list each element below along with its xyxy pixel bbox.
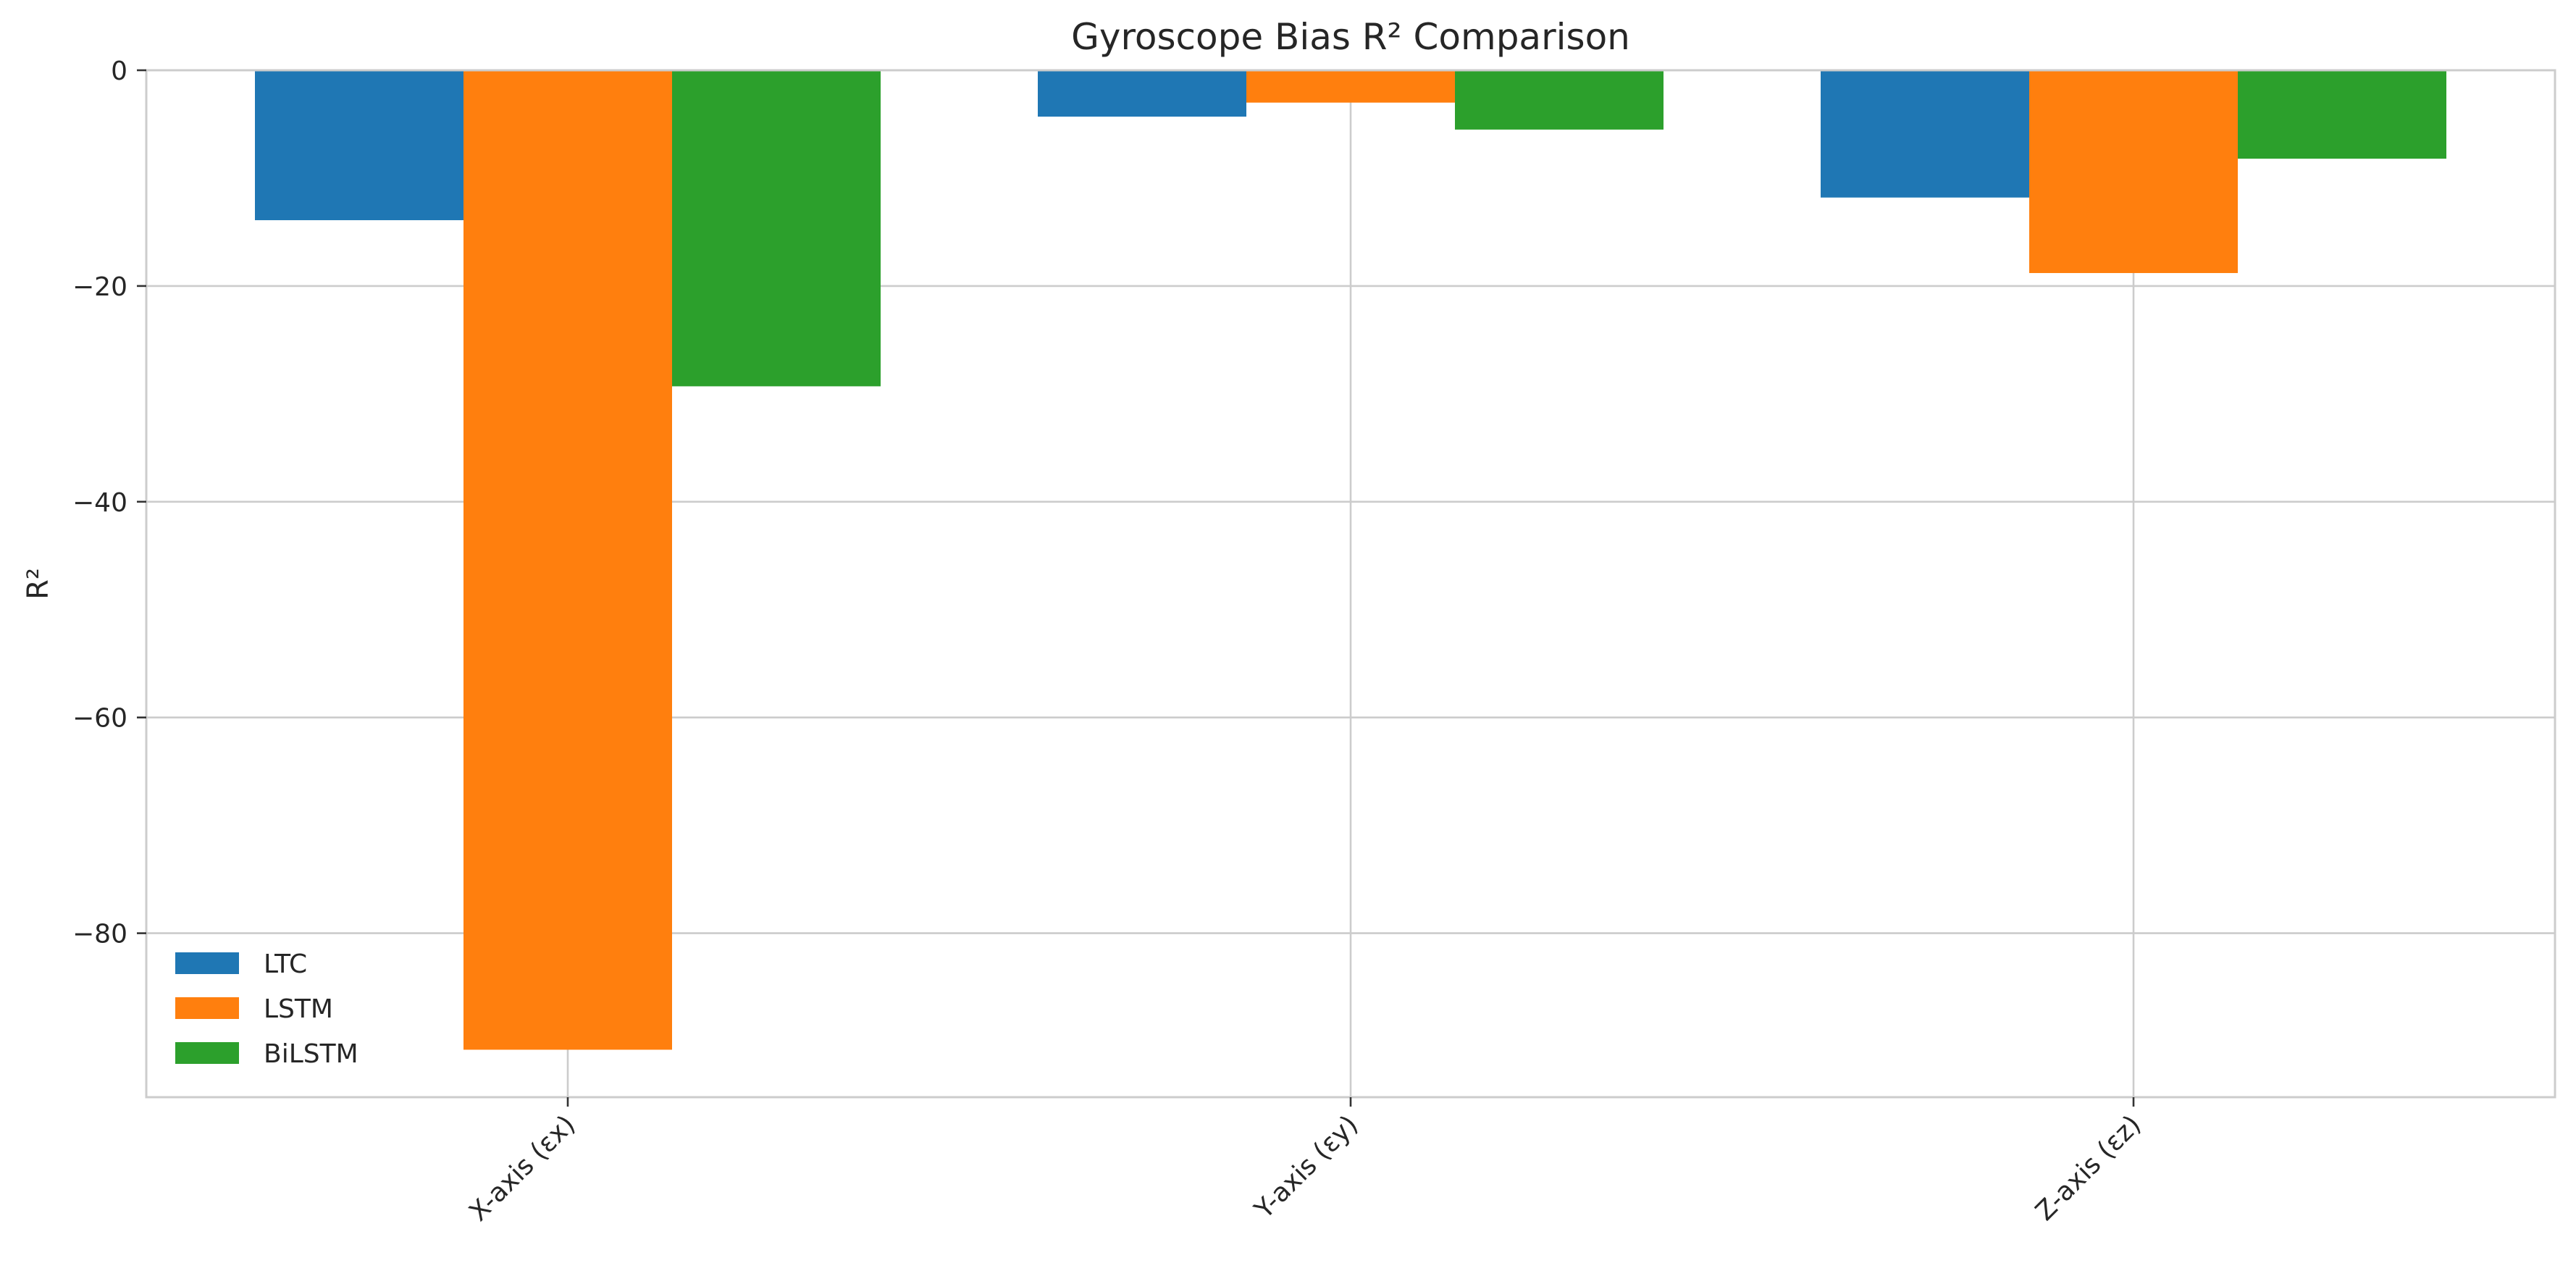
legend-label-ltc: LTC	[264, 949, 307, 979]
bar-lstm-3	[2029, 70, 2238, 274]
y-tick-label: −60	[72, 704, 127, 734]
y-tick-label: −80	[72, 920, 127, 949]
bar-bilstm-1	[672, 70, 881, 387]
legend: LTC LSTM BiLSTM	[175, 949, 358, 1069]
y-tick-label: 0	[111, 56, 127, 86]
bar-ltc-1	[255, 70, 463, 221]
chart-title: Gyroscope Bias R² Comparison	[1071, 16, 1630, 58]
y-tick-label: −40	[72, 488, 127, 518]
legend-swatch-bilstm	[175, 1042, 239, 1064]
bar-ltc-3	[1821, 70, 2029, 198]
y-tick-label: −20	[72, 272, 127, 302]
legend-swatch-ltc	[175, 952, 239, 974]
legend-label-bilstm: BiLSTM	[264, 1039, 358, 1069]
bar-ltc-2	[1038, 70, 1246, 117]
bar-lstm-2	[1246, 70, 1455, 103]
legend-label-lstm: LSTM	[264, 994, 333, 1024]
bar-bilstm-2	[1455, 70, 1664, 130]
bar-bilstm-3	[2238, 70, 2446, 159]
y-axis-ticks: 0 −20 −40 −60 −80	[72, 56, 146, 949]
y-axis-title: R²	[22, 568, 55, 600]
bars	[255, 70, 2446, 1050]
legend-swatch-lstm	[175, 997, 239, 1019]
bar-lstm-1	[463, 70, 672, 1050]
